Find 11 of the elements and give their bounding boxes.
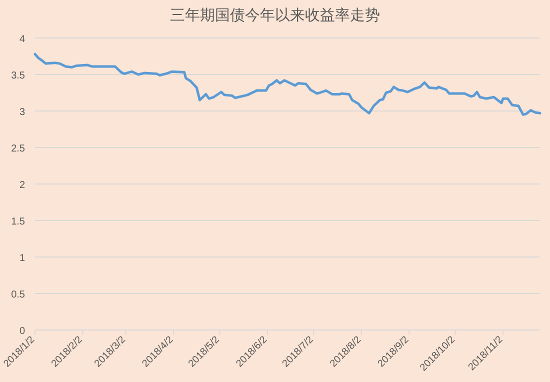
y-tick-label: 4	[19, 34, 26, 45]
y-tick-label: 3.5	[11, 70, 26, 82]
y-tick-label: 2	[19, 180, 26, 191]
y-tick-label: 2.5	[11, 144, 26, 154]
y-tick-label: 3	[19, 107, 26, 118]
chart-title: 三年期国债今年以来收益率走势	[170, 7, 380, 24]
y-tick-label: 1.5	[11, 216, 26, 228]
line-series	[34, 52, 542, 116]
y-tick-label: 1	[19, 253, 26, 264]
y-tick-label: 0.5	[11, 290, 26, 300]
y-tick-label: 0	[19, 326, 26, 337]
